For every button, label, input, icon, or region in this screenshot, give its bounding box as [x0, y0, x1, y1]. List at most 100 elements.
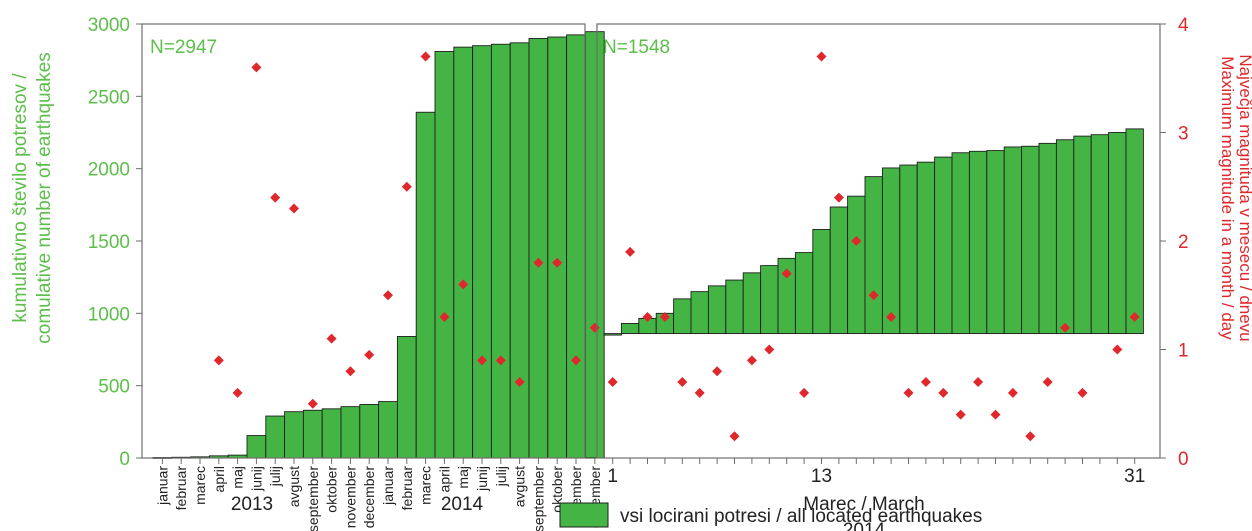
right-x-tick-label: 13 — [811, 466, 832, 487]
right-x-label-line1: Marec / March — [803, 494, 924, 515]
right-magnitude-marker — [746, 355, 757, 366]
right-bar — [829, 206, 849, 335]
left-x-tick-label: september — [530, 466, 546, 531]
right-y-tick-label: 0 — [1178, 449, 1189, 470]
right-bar — [1021, 145, 1040, 335]
left-x-tick-label: julij — [267, 466, 283, 487]
y-left-label-line2: comulative number of earthquakes — [34, 52, 55, 344]
left-bar — [340, 406, 361, 459]
left-x-axis: januar februar marec april maj junij julij avgu… — [154, 458, 603, 531]
left-n-label: N=2947 — [150, 37, 217, 58]
right-magnitude-marker — [920, 377, 931, 388]
left-magnitude-marker — [326, 333, 337, 344]
left-magnitude-marker — [289, 203, 299, 214]
right-magnitude-marker — [955, 409, 966, 420]
left-x-tick-label: maj — [455, 466, 471, 489]
right-bar — [1073, 135, 1092, 335]
right-magnitude-marker — [868, 290, 879, 301]
left-year-label-2014: 2014 — [441, 494, 484, 515]
left-magnitude-marker — [270, 192, 281, 203]
left-x-tick-label: januar — [154, 466, 170, 506]
right-bar — [968, 150, 988, 335]
left-bar — [453, 46, 474, 459]
right-magnitude-marker — [886, 311, 897, 322]
left-x-tick-label: november — [342, 466, 358, 529]
left-x-tick-label: februar — [173, 466, 189, 511]
right-magnitude-marker — [1025, 431, 1036, 442]
left-magnitude-marker — [383, 290, 393, 301]
right-bar — [725, 279, 744, 335]
right-magnitude-marker — [1077, 387, 1088, 398]
left-year-label-2013: 2013 — [231, 494, 273, 515]
left-magnitude-marker — [552, 257, 563, 268]
left-x-tick-label: september — [305, 466, 321, 531]
right-magnitude-marker — [851, 236, 862, 246]
right-bar — [916, 161, 936, 335]
left-y-tick-label: 0 — [119, 449, 130, 470]
left-x-tick-label: oktober — [324, 466, 340, 513]
right-bar — [620, 323, 640, 335]
right-magnitude-marker — [781, 268, 792, 279]
left-y-tick-label: 500 — [98, 377, 130, 398]
right-bar — [690, 291, 709, 335]
right-bar — [881, 167, 901, 335]
left-x-tick-label: april — [211, 466, 227, 492]
left-x-tick-label: avgust — [286, 466, 302, 507]
legend-label: vsi locirani potresi / all located earth… — [620, 506, 982, 527]
right-y-axis: 0 1 2 3 4 — [1160, 15, 1189, 470]
right-y-tick-label: 2 — [1178, 232, 1189, 253]
right-bar — [864, 176, 883, 335]
right-magnitude-marker — [764, 344, 775, 355]
right-magnitude-marker — [659, 311, 670, 322]
left-magnitude-marker — [232, 387, 243, 398]
left-bar — [566, 34, 586, 459]
right-bar — [1038, 142, 1057, 335]
right-x-tick-label: 31 — [1124, 466, 1145, 487]
left-plot-frame — [141, 23, 586, 459]
left-bar — [302, 409, 323, 459]
legend-swatch — [559, 502, 609, 528]
right-magnitude-marker — [729, 431, 740, 442]
left-magnitude-marker — [514, 377, 525, 388]
right-magnitude-marker — [677, 377, 688, 388]
right-n-label: N=1548 — [603, 37, 670, 58]
left-bar — [434, 51, 455, 459]
left-bar — [246, 435, 267, 459]
left-magnitude-marker — [401, 181, 412, 192]
right-bar — [603, 333, 622, 336]
right-magnitude-marker — [1007, 387, 1018, 398]
right-bar — [986, 150, 1005, 335]
left-bar — [528, 38, 549, 459]
left-bar — [321, 408, 342, 459]
right-magnitude-marker — [625, 246, 636, 257]
left-magnitude-marker — [571, 355, 581, 366]
right-y-tick-label: 4 — [1178, 15, 1189, 36]
left-magnitude-markers — [213, 51, 600, 409]
left-x-tick-label: junij — [474, 466, 490, 492]
right-bar — [794, 252, 814, 335]
right-bar — [1090, 134, 1110, 335]
left-bar — [415, 111, 436, 459]
left-bar — [584, 31, 605, 459]
left-x-tick-label: avgust — [512, 466, 528, 507]
left-bar — [359, 404, 380, 459]
left-magnitude-marker — [439, 311, 450, 322]
left-y-tick-label: 1000 — [88, 304, 130, 325]
y-right-label-line2: Maximum magnitude in a month / day — [1218, 56, 1237, 340]
left-magnitude-marker — [420, 51, 431, 62]
left-x-tick-label: julij — [493, 466, 509, 487]
left-bar — [378, 401, 398, 459]
left-magnitude-marker — [213, 355, 224, 366]
left-x-tick-label: februar — [399, 466, 415, 511]
right-y-tick-label: 3 — [1178, 124, 1189, 145]
right-bar — [812, 228, 831, 335]
left-magnitude-marker — [307, 398, 318, 409]
left-magnitude-marker — [345, 366, 356, 377]
left-y-tick-label: 2500 — [88, 87, 130, 108]
right-panel: 1 13 31 0 1 2 3 4 N=1548 Marec / March 2014 — [596, 15, 1189, 531]
left-bar — [396, 336, 417, 459]
right-magnitude-marker — [607, 377, 618, 388]
left-magnitude-marker — [458, 279, 469, 290]
right-bar — [1125, 128, 1144, 335]
left-x-tick-label: december — [361, 466, 377, 529]
